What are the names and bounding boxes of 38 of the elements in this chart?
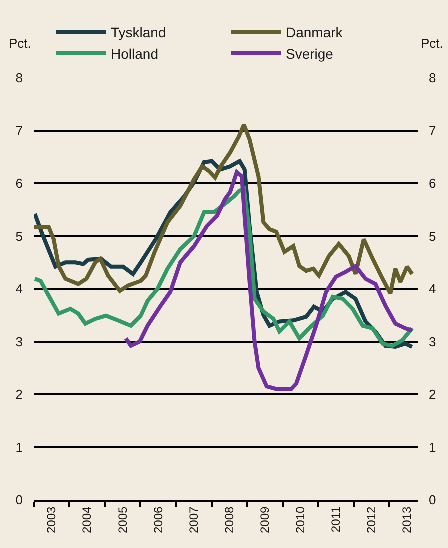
y-axis-title: Pct. — [9, 36, 32, 51]
y2-tick-label: 8 — [429, 70, 436, 86]
y-tick-label: 2 — [16, 387, 23, 402]
x-tick-label: 2003 — [44, 506, 59, 534]
y2-tick-label: 5 — [429, 228, 436, 244]
legend-label: Sverige — [286, 46, 334, 62]
y2-tick-label: 1 — [429, 440, 436, 455]
y-tick-label: 4 — [16, 282, 23, 297]
x-tick-label: 2009 — [258, 506, 272, 534]
x-tick-label: 2013 — [400, 506, 414, 534]
x-tick-label: 2008 — [222, 506, 236, 534]
y-tick-label: 5 — [16, 228, 23, 244]
x-tick-label: 2006 — [151, 506, 166, 534]
y-tick-label: 7 — [16, 123, 23, 138]
y-tick-label: 0 — [16, 492, 23, 508]
legend-label: Holland — [111, 46, 158, 62]
x-tick-label: 2010 — [294, 506, 308, 534]
x-tick-label: 2007 — [186, 506, 201, 534]
line-series — [124, 170, 414, 392]
y2-tick-label: 3 — [429, 334, 436, 350]
x-tick-label: 2012 — [364, 506, 379, 534]
y-tick-label: 8 — [16, 70, 23, 86]
x-tick-label: 2004 — [80, 506, 94, 534]
y-tick-label: 6 — [16, 176, 23, 192]
line-series — [34, 186, 414, 348]
y2-tick-label: 0 — [429, 492, 436, 508]
y-tick-label: 3 — [16, 334, 23, 350]
y-tick-label: 1 — [16, 440, 23, 455]
y2-tick-label: 7 — [429, 123, 436, 138]
y2-tick-label: 4 — [429, 282, 436, 297]
x-tick-label: 2005 — [116, 506, 130, 534]
legend-label: Tyskland — [111, 24, 166, 41]
y2-tick-label: 6 — [429, 176, 436, 192]
legend-label: Danmark — [286, 24, 344, 41]
line-series — [34, 122, 414, 296]
x-tick-label: 2011 — [329, 506, 344, 533]
y2-tick-label: 2 — [429, 387, 436, 402]
y2-axis-title: Pct. — [421, 36, 444, 51]
